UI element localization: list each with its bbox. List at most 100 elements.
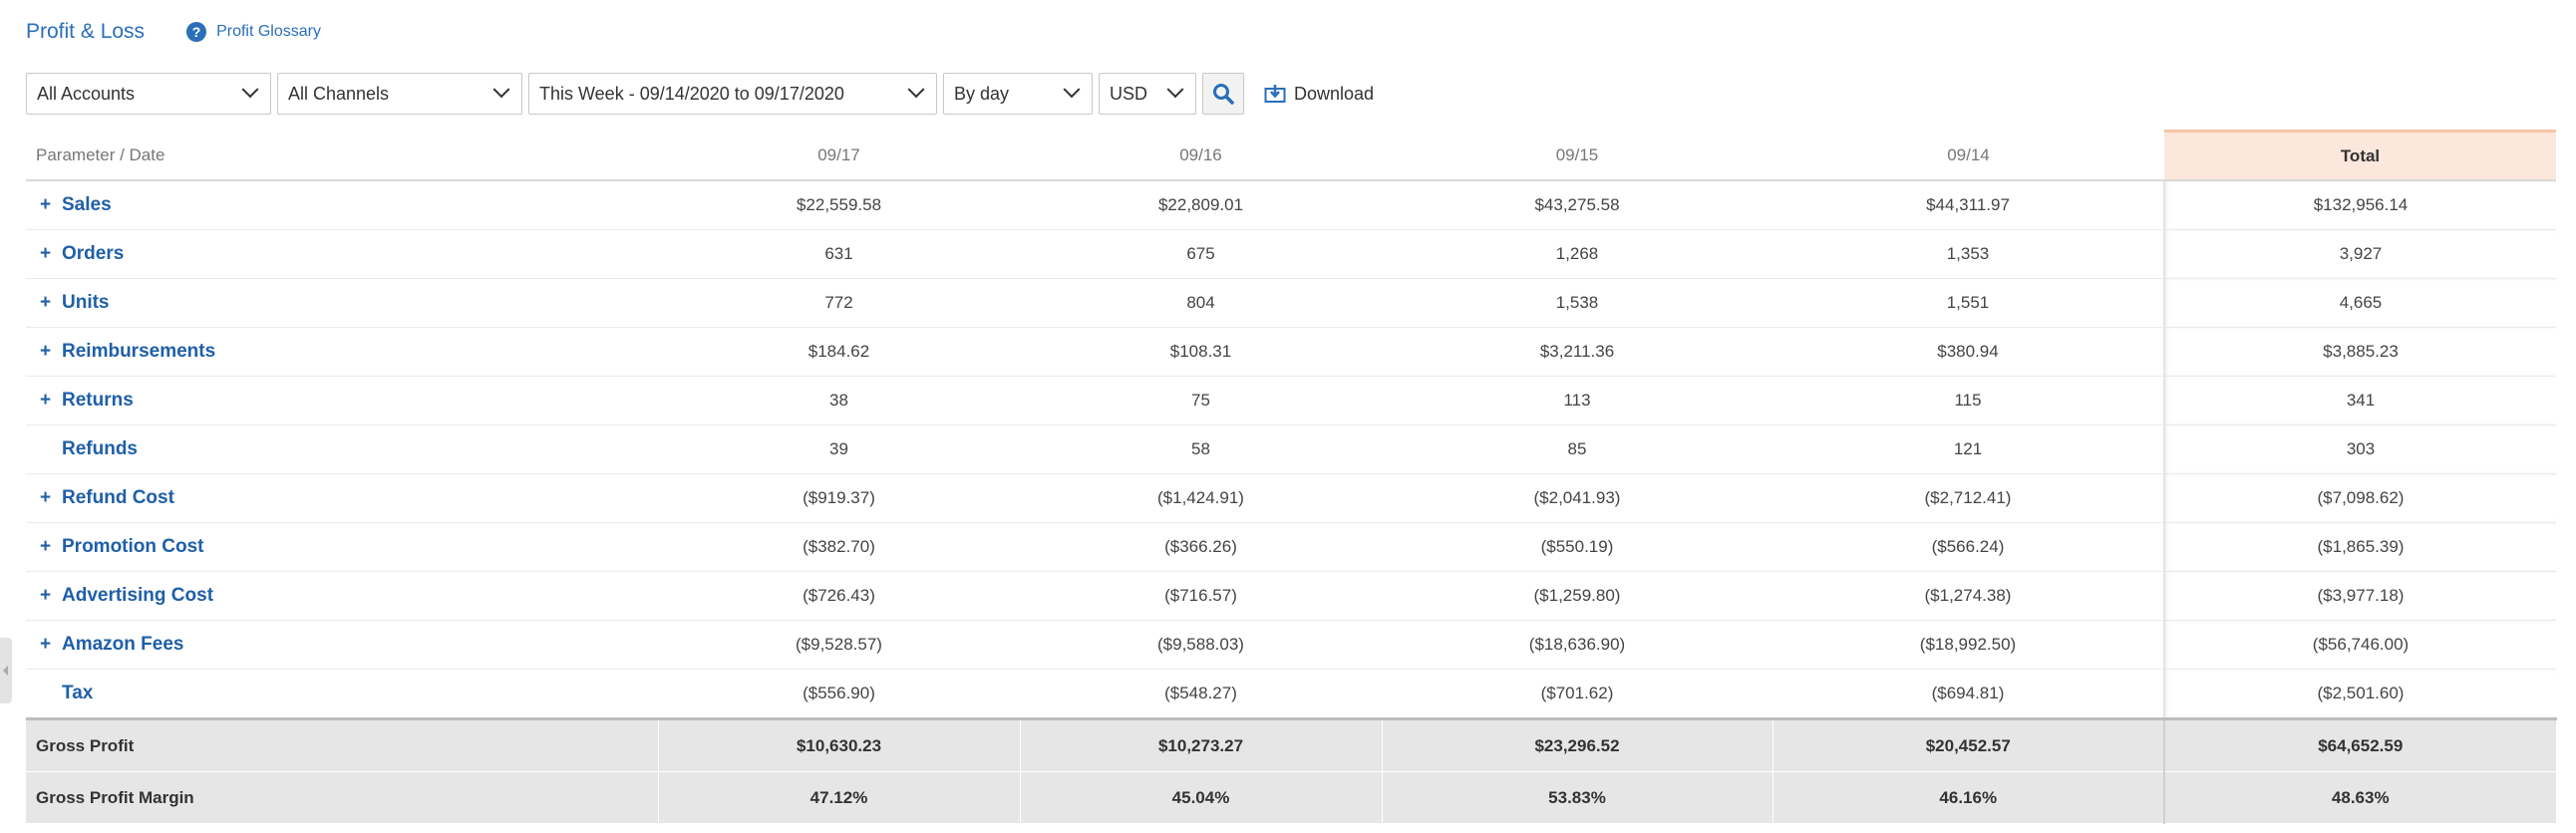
- value-cell: 85: [1382, 424, 1772, 474]
- summary-row: Gross Profit $10,630.23 $10,273.27 $23,296.…: [26, 717, 2557, 772]
- row-parameter: +Tax: [26, 669, 658, 719]
- total-cell: 303: [2163, 424, 2556, 474]
- profit-glossary-label: Profit Glossary: [216, 23, 321, 40]
- value-cell: ($2,041.93): [1382, 473, 1772, 523]
- total-cell: ($3,977.18): [2163, 571, 2556, 621]
- download-button[interactable]: Download: [1264, 84, 1374, 105]
- value-cell: ($726.43): [658, 571, 1020, 621]
- expand-plus-icon[interactable]: +: [40, 194, 52, 215]
- value-cell: ($556.90): [658, 669, 1020, 719]
- granularity-select-value: By day: [954, 83, 1010, 104]
- value-cell: $184.62: [658, 327, 1020, 377]
- total-cell: ($1,865.39): [2163, 522, 2556, 572]
- expand-plus-icon[interactable]: +: [40, 243, 52, 264]
- value-cell: 115: [1772, 376, 2164, 425]
- value-cell: ($550.19): [1382, 522, 1772, 572]
- row-label: Promotion Cost: [62, 536, 204, 557]
- total-cell: 341: [2163, 376, 2556, 425]
- summary-value-cell: $10,630.23: [658, 717, 1021, 772]
- profit-glossary-link[interactable]: ? Profit Glossary: [186, 22, 321, 42]
- column-header-total[interactable]: Total: [2164, 130, 2556, 181]
- row-parameter[interactable]: + Returns: [26, 376, 658, 425]
- filter-bar: All Accounts All Channels This Week - 09…: [26, 73, 1374, 115]
- search-button[interactable]: [1202, 73, 1244, 115]
- accounts-select[interactable]: All Accounts: [26, 73, 271, 115]
- row-parameter[interactable]: + Orders: [26, 229, 658, 279]
- summary-label: Gross Profit: [26, 717, 659, 772]
- column-header-date[interactable]: 09/17: [658, 131, 1020, 181]
- value-cell: $22,559.58: [658, 180, 1020, 230]
- summary-value-cell: $23,296.52: [1382, 717, 1773, 772]
- expand-plus-icon[interactable]: +: [40, 585, 52, 606]
- row-parameter[interactable]: + Sales: [26, 180, 658, 230]
- summary-total-cell: 48.63%: [2163, 771, 2557, 824]
- value-cell: ($1,274.38): [1772, 571, 2164, 621]
- row-parameter[interactable]: + Amazon Fees: [26, 620, 658, 670]
- row-parameter: +Refunds: [26, 424, 658, 474]
- value-cell: $22,809.01: [1020, 180, 1382, 230]
- channels-select[interactable]: All Channels: [277, 73, 522, 115]
- expand-plus-icon[interactable]: +: [40, 536, 52, 557]
- help-circle-icon: ?: [186, 22, 207, 42]
- value-cell: 113: [1382, 376, 1772, 425]
- value-cell: 631: [658, 229, 1020, 279]
- value-cell: 38: [658, 376, 1020, 425]
- expand-plus-icon[interactable]: +: [40, 341, 52, 362]
- value-cell: ($566.24): [1772, 522, 2164, 572]
- value-cell: ($9,588.03): [1020, 620, 1382, 670]
- row-label: Refund Cost: [62, 487, 174, 508]
- row-parameter[interactable]: + Refund Cost: [26, 473, 658, 523]
- total-cell: ($7,098.62): [2163, 473, 2556, 523]
- summary-value-cell: 53.83%: [1382, 771, 1773, 824]
- column-header-date[interactable]: 09/14: [1772, 131, 2164, 181]
- value-cell: $44,311.97: [1772, 180, 2164, 230]
- expand-plus-icon[interactable]: +: [40, 390, 52, 411]
- value-cell: 675: [1020, 229, 1382, 279]
- value-cell: ($716.57): [1020, 571, 1382, 621]
- chevron-down-icon: [492, 81, 510, 99]
- row-label: Reimbursements: [62, 341, 216, 362]
- channels-select-value: All Channels: [288, 83, 390, 104]
- row-parameter[interactable]: + Reimbursements: [26, 327, 658, 377]
- chevron-down-icon: [241, 81, 259, 99]
- row-label: Returns: [62, 390, 134, 411]
- value-cell: $380.94: [1772, 327, 2164, 377]
- value-cell: ($701.62): [1382, 669, 1772, 719]
- value-cell: $108.31: [1020, 327, 1382, 377]
- row-label: Orders: [62, 243, 125, 264]
- expand-plus-icon[interactable]: +: [40, 487, 52, 508]
- value-cell: ($2,712.41): [1772, 473, 2164, 523]
- granularity-select[interactable]: By day: [943, 73, 1093, 115]
- value-cell: 121: [1772, 424, 2164, 474]
- total-cell: $3,885.23: [2163, 327, 2556, 377]
- column-header-date[interactable]: 09/15: [1382, 131, 1772, 181]
- currency-select[interactable]: USD: [1099, 73, 1196, 115]
- column-header-parameter: Parameter / Date: [26, 131, 658, 181]
- summary-value-cell: 46.16%: [1772, 771, 2165, 824]
- column-header-date[interactable]: 09/16: [1020, 131, 1382, 181]
- search-icon: [1213, 84, 1234, 105]
- page-title: Profit & Loss: [26, 20, 146, 43]
- row-parameter[interactable]: + Units: [26, 278, 658, 328]
- table-row: + Reimbursements $184.62 $108.31 $3,211.36 $3…: [26, 327, 2556, 377]
- total-cell: 4,665: [2163, 278, 2556, 328]
- row-label: Sales: [62, 194, 112, 215]
- chevron-down-icon: [907, 81, 925, 99]
- value-cell: 1,268: [1382, 229, 1772, 279]
- row-parameter[interactable]: + Promotion Cost: [26, 522, 658, 572]
- date-range-select[interactable]: This Week - 09/14/2020 to 09/17/2020: [528, 73, 937, 115]
- value-cell: $3,211.36: [1382, 327, 1772, 377]
- summary-label: Gross Profit Margin: [26, 771, 659, 824]
- total-cell: ($56,746.00): [2163, 620, 2556, 670]
- row-parameter[interactable]: + Advertising Cost: [26, 571, 658, 621]
- value-cell: ($382.70): [658, 522, 1020, 572]
- value-cell: $43,275.58: [1382, 180, 1772, 230]
- table-row: + Promotion Cost ($382.70) ($366.26) ($550.1…: [26, 522, 2556, 572]
- sidebar-collapse-handle[interactable]: [0, 638, 12, 703]
- total-cell: 3,927: [2163, 229, 2556, 279]
- expand-plus-icon[interactable]: +: [40, 292, 52, 313]
- value-cell: ($18,992.50): [1772, 620, 2164, 670]
- expand-plus-icon[interactable]: +: [40, 634, 52, 655]
- value-cell: ($1,424.91): [1020, 473, 1382, 523]
- value-cell: 772: [658, 278, 1020, 328]
